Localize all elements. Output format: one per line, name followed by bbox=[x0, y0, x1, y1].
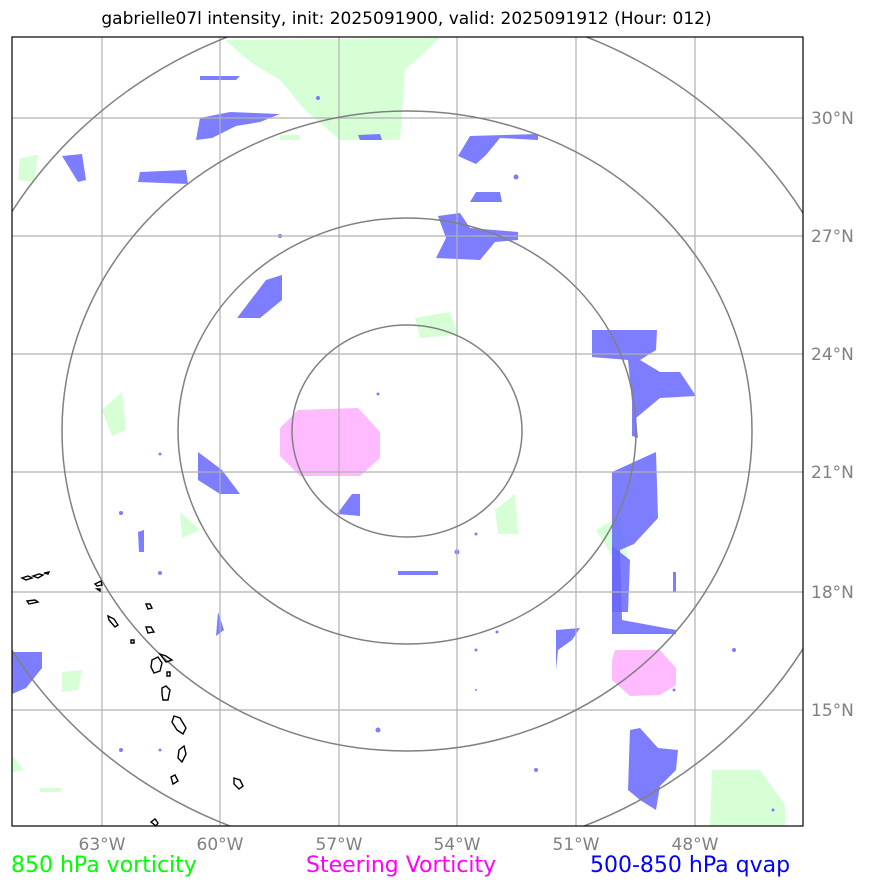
green-patch bbox=[102, 392, 126, 436]
blue-dot bbox=[158, 571, 162, 575]
blue-patch bbox=[628, 728, 678, 810]
vorticity-850-contours bbox=[12, 38, 785, 826]
lat-tick-labels: 30°N 27°N 24°N 21°N 18°N 15°N bbox=[811, 109, 854, 721]
island-outline bbox=[144, 603, 154, 610]
blue-patch bbox=[237, 275, 282, 318]
green-patch bbox=[495, 494, 518, 534]
blue-dot bbox=[513, 174, 519, 180]
blue-patch bbox=[556, 628, 580, 670]
green-patch bbox=[225, 38, 440, 140]
lat-label: 30°N bbox=[811, 109, 854, 129]
lon-label: 60°W bbox=[197, 835, 244, 855]
green-patch bbox=[40, 788, 62, 792]
blue-patch bbox=[470, 192, 502, 202]
blue-dot bbox=[119, 511, 123, 515]
lon-label: 54°W bbox=[434, 835, 481, 855]
island-outline bbox=[94, 588, 101, 593]
blue-patch bbox=[458, 134, 538, 164]
green-patch bbox=[12, 755, 24, 772]
blue-dot bbox=[375, 727, 381, 733]
blue-dot bbox=[534, 768, 538, 772]
pink-patch bbox=[280, 408, 380, 476]
range-ring bbox=[177, 217, 637, 645]
green-patch bbox=[180, 512, 200, 538]
blue-dot bbox=[732, 648, 736, 652]
blue-dot bbox=[474, 648, 478, 652]
blue-patch bbox=[612, 546, 630, 612]
lon-label: 63°W bbox=[79, 835, 126, 855]
lon-label: 51°W bbox=[553, 835, 600, 855]
lat-label: 27°N bbox=[811, 227, 854, 247]
blue-patch bbox=[62, 154, 86, 182]
green-patch bbox=[62, 670, 82, 692]
lon-label: 57°W bbox=[316, 835, 363, 855]
blue-dot bbox=[158, 452, 162, 456]
blue-dot bbox=[158, 748, 162, 752]
blue-patch bbox=[138, 170, 188, 184]
island-outline bbox=[43, 571, 51, 575]
blue-patch bbox=[198, 452, 240, 494]
range-ring bbox=[291, 324, 523, 538]
island-outline bbox=[93, 579, 103, 587]
green-patch bbox=[710, 770, 785, 826]
island-outline bbox=[20, 575, 34, 581]
blue-dot bbox=[672, 688, 676, 692]
map-title: gabrielle07l intensity, init: 2025091900… bbox=[101, 9, 712, 29]
map-layers bbox=[12, 37, 803, 826]
range-rings bbox=[12, 37, 803, 826]
blue-patch bbox=[673, 572, 676, 592]
blue-dot bbox=[771, 808, 775, 812]
blue-patch bbox=[337, 494, 360, 516]
lon-label: 48°W bbox=[672, 835, 719, 855]
lat-label: 21°N bbox=[811, 463, 854, 483]
gridlines bbox=[12, 37, 803, 826]
island-outline bbox=[145, 626, 156, 634]
blue-patch bbox=[358, 134, 382, 140]
map-frame bbox=[11, 36, 804, 827]
island-outline bbox=[233, 777, 244, 790]
blue-dot bbox=[474, 532, 478, 536]
lon-tick-labels: 63°W 60°W 57°W 54°W 51°W 48°W bbox=[79, 835, 719, 855]
lat-label: 24°N bbox=[811, 345, 854, 365]
island-outline bbox=[30, 573, 45, 579]
island-outline bbox=[158, 652, 174, 663]
island-outline bbox=[171, 715, 187, 736]
legend-qvap: 500-850 hPa qvap bbox=[590, 853, 791, 878]
legend-steering-vorticity: Steering Vorticity bbox=[306, 853, 497, 878]
blue-dot bbox=[316, 96, 320, 100]
blue-dot bbox=[376, 392, 380, 396]
island-outline bbox=[170, 774, 179, 786]
blue-patch bbox=[612, 452, 676, 634]
island-outline bbox=[149, 818, 159, 826]
blue-patch bbox=[592, 330, 696, 438]
blue-patch bbox=[138, 530, 144, 552]
blue-patch bbox=[196, 112, 280, 140]
blue-dot bbox=[495, 630, 499, 634]
island-outline bbox=[25, 599, 40, 605]
island-outline bbox=[177, 744, 187, 764]
blue-dot bbox=[475, 689, 477, 691]
range-ring bbox=[12, 37, 803, 826]
qvap-contours bbox=[12, 76, 775, 812]
blue-dot bbox=[119, 748, 123, 752]
steering-vorticity-contours bbox=[280, 408, 676, 696]
island-outline bbox=[166, 671, 171, 677]
green-patch bbox=[415, 312, 458, 338]
legend-850-vorticity: 850 hPa vorticity bbox=[11, 853, 197, 878]
pink-patch bbox=[612, 650, 676, 696]
island-outline bbox=[106, 614, 119, 628]
range-ring bbox=[61, 110, 753, 752]
island-outline bbox=[161, 685, 171, 701]
green-patch bbox=[280, 135, 300, 140]
lat-label: 15°N bbox=[811, 701, 854, 721]
island-outline bbox=[150, 656, 163, 674]
island-outline bbox=[130, 639, 135, 644]
coastlines bbox=[20, 571, 244, 826]
lat-label: 18°N bbox=[811, 583, 854, 603]
green-patch bbox=[18, 155, 38, 182]
blue-patch bbox=[398, 571, 438, 575]
